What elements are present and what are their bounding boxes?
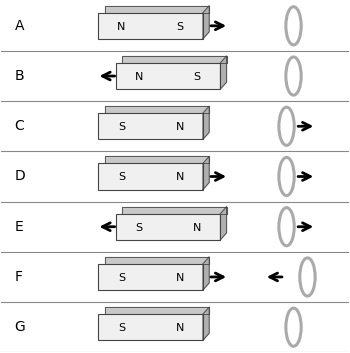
Bar [116, 214, 220, 240]
Text: N: N [176, 323, 184, 333]
Text: C: C [15, 119, 24, 133]
Polygon shape [122, 56, 226, 63]
Text: N: N [176, 273, 184, 283]
Polygon shape [203, 257, 209, 290]
Bar [116, 63, 220, 89]
Text: S: S [118, 122, 125, 132]
Polygon shape [105, 257, 209, 264]
Text: N: N [176, 172, 184, 182]
Bar [98, 163, 203, 190]
Polygon shape [220, 207, 226, 240]
Text: F: F [15, 270, 23, 284]
Text: A: A [15, 19, 24, 33]
Bar [98, 314, 203, 340]
Text: S: S [194, 72, 201, 82]
Bar [98, 13, 203, 39]
Bar [98, 264, 203, 290]
Text: D: D [15, 169, 26, 184]
Text: N: N [176, 122, 184, 132]
Polygon shape [203, 307, 209, 340]
Text: S: S [135, 222, 142, 233]
Text: N: N [117, 22, 126, 31]
Polygon shape [122, 207, 226, 214]
Text: S: S [118, 273, 125, 283]
Polygon shape [220, 56, 226, 89]
Polygon shape [105, 6, 209, 13]
Polygon shape [105, 307, 209, 314]
Polygon shape [203, 106, 209, 139]
Text: B: B [15, 69, 24, 83]
Text: G: G [15, 320, 26, 334]
Text: N: N [134, 72, 143, 82]
Text: S: S [118, 323, 125, 333]
Text: N: N [193, 222, 202, 233]
Bar [98, 113, 203, 139]
Text: E: E [15, 220, 23, 234]
Text: S: S [118, 172, 125, 182]
Text: S: S [176, 22, 183, 31]
Polygon shape [203, 156, 209, 190]
Polygon shape [105, 106, 209, 113]
Polygon shape [203, 6, 209, 39]
Polygon shape [105, 156, 209, 163]
